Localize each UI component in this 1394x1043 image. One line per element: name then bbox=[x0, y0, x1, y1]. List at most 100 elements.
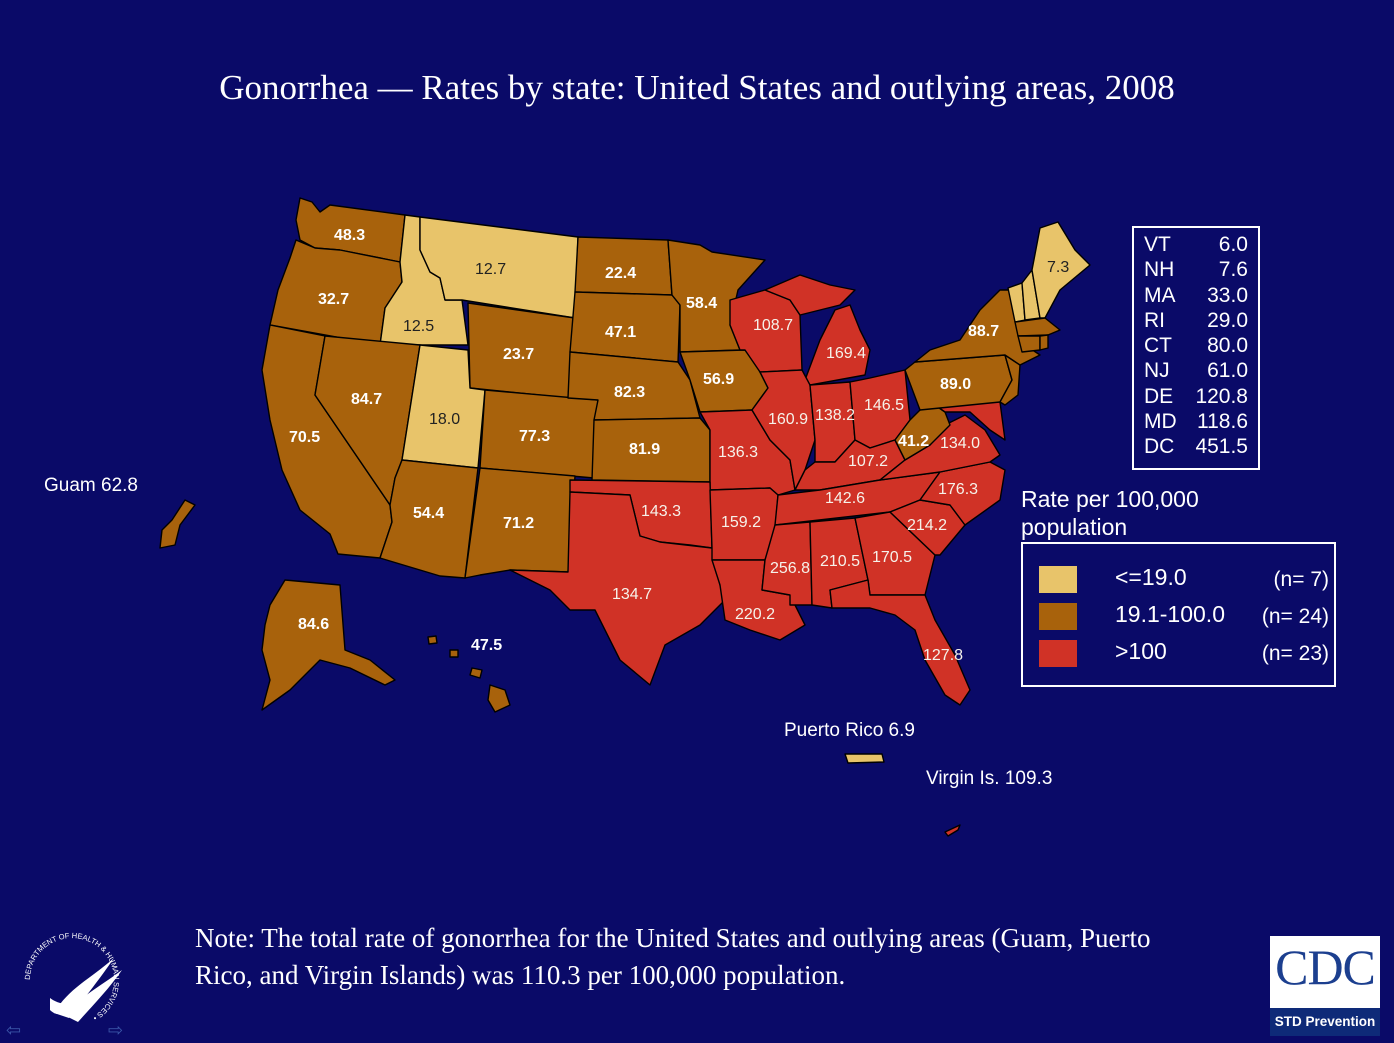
previous-slide-icon[interactable]: ⇦ bbox=[6, 1020, 22, 1040]
legend-swatch bbox=[1039, 603, 1077, 630]
label-virginia: 134.0 bbox=[940, 435, 980, 452]
legend-count: (n= 24) bbox=[1261, 605, 1329, 628]
cdc-logo: CDC STD Prevention bbox=[1270, 936, 1380, 1036]
small-state-row: VT 6.0 bbox=[1144, 232, 1248, 257]
state-rate: 451.5 bbox=[1195, 435, 1248, 459]
label-maine: 7.3 bbox=[1047, 259, 1069, 276]
label-oklahoma: 143.3 bbox=[641, 503, 681, 520]
small-state-row: CT 80.0 bbox=[1144, 333, 1248, 358]
state-connecticut bbox=[1017, 335, 1041, 353]
state-rhode-island bbox=[1039, 334, 1049, 351]
virgin-islands-label: Virgin Is. 109.3 bbox=[926, 768, 1053, 789]
state-florida bbox=[829, 579, 971, 706]
state-hawaii-oahu bbox=[449, 649, 459, 658]
puerto-rico-label: Puerto Rico 6.9 bbox=[784, 720, 915, 741]
legend-label: >100 bbox=[1115, 638, 1167, 664]
label-georgia: 170.5 bbox=[872, 549, 912, 566]
legend-count: (n= 23) bbox=[1261, 642, 1329, 665]
label-montana: 12.7 bbox=[475, 261, 506, 278]
label-ohio: 146.5 bbox=[864, 397, 904, 414]
guam-label: Guam 62.8 bbox=[44, 475, 138, 496]
legend-item: 19.1-100.0 (n= 24) bbox=[1039, 601, 1329, 631]
small-state-row: MA 33.0 bbox=[1144, 283, 1248, 308]
label-louisiana: 220.2 bbox=[735, 606, 775, 623]
label-iowa: 56.9 bbox=[703, 371, 734, 388]
legend-item: <=19.0 (n= 7) bbox=[1039, 564, 1329, 594]
state-rate: 7.6 bbox=[1218, 258, 1248, 282]
state-rate: 33.0 bbox=[1207, 283, 1248, 307]
state-abbr: NJ bbox=[1144, 359, 1170, 383]
state-michigan-upper bbox=[764, 274, 856, 316]
label-new-mexico: 71.2 bbox=[503, 515, 534, 532]
label-alaska: 84.6 bbox=[298, 616, 329, 633]
label-idaho: 12.5 bbox=[403, 318, 434, 335]
state-rate: 120.8 bbox=[1195, 384, 1248, 408]
legend-count: (n= 7) bbox=[1273, 568, 1329, 591]
state-abbr: DE bbox=[1144, 384, 1174, 408]
label-alabama: 210.5 bbox=[820, 553, 860, 570]
label-minnesota: 58.4 bbox=[686, 295, 717, 312]
hhs-logo: DEPARTMENT OF HEALTH & HUMAN SERVICES • … bbox=[14, 918, 122, 1024]
label-kentucky: 107.2 bbox=[848, 453, 888, 470]
state-hawaii-big bbox=[487, 684, 511, 713]
virgin-islands-shape bbox=[944, 824, 961, 837]
state-rate: 80.0 bbox=[1207, 334, 1248, 358]
legend-title: Rate per 100,000 population bbox=[1021, 486, 1199, 540]
label-mississippi: 256.8 bbox=[770, 560, 810, 577]
label-north-dakota: 22.4 bbox=[605, 265, 636, 282]
label-colorado: 77.3 bbox=[519, 428, 550, 445]
label-washington: 48.3 bbox=[334, 227, 365, 244]
state-alaska bbox=[261, 579, 396, 711]
label-illinois: 160.9 bbox=[768, 411, 808, 428]
label-missouri: 136.3 bbox=[718, 444, 758, 461]
label-north-carolina: 176.3 bbox=[938, 481, 978, 498]
state-hawaii-kauai bbox=[427, 635, 438, 645]
state-texas bbox=[509, 491, 726, 686]
state-massachusetts bbox=[1014, 317, 1061, 337]
label-wisconsin: 108.7 bbox=[753, 317, 793, 334]
label-hawaii: 47.5 bbox=[471, 637, 502, 654]
small-state-row: RI 29.0 bbox=[1144, 308, 1248, 333]
footnote: Note: The total rate of gonorrhea for th… bbox=[195, 923, 1151, 990]
state-rate: 6.0 bbox=[1218, 233, 1248, 256]
label-michigan: 169.4 bbox=[826, 345, 866, 362]
label-south-carolina: 214.2 bbox=[907, 517, 947, 534]
small-state-row: DC 451.5 bbox=[1144, 434, 1248, 459]
label-indiana: 138.2 bbox=[815, 407, 855, 424]
legend: <=19.0 (n= 7) 19.1-100.0 (n= 24) >100 (n… bbox=[1021, 542, 1336, 687]
small-states-table: VT 6.0 NH 7.6 MA 33.0 RI 29.0 CT 80.0 NJ 61.0 … bbox=[1132, 226, 1260, 470]
label-nebraska: 82.3 bbox=[614, 384, 645, 401]
legend-swatch bbox=[1039, 640, 1077, 667]
cdc-logo-text: CDC bbox=[1275, 939, 1376, 995]
label-tennessee: 142.6 bbox=[825, 490, 865, 507]
next-slide-icon[interactable]: ⇨ bbox=[108, 1020, 124, 1040]
state-abbr: MA bbox=[1144, 283, 1176, 307]
state-abbr: CT bbox=[1144, 334, 1172, 358]
label-pennsylvania: 89.0 bbox=[940, 376, 971, 393]
label-arkansas: 159.2 bbox=[721, 514, 761, 531]
state-abbr: VT bbox=[1144, 233, 1171, 256]
label-florida: 127.8 bbox=[923, 647, 963, 664]
label-utah: 18.0 bbox=[429, 411, 460, 428]
label-arizona: 54.4 bbox=[413, 505, 444, 522]
label-texas: 134.7 bbox=[612, 586, 652, 603]
small-state-row: DE 120.8 bbox=[1144, 384, 1248, 409]
state-south-dakota bbox=[569, 291, 681, 363]
label-kansas: 81.9 bbox=[629, 441, 660, 458]
label-california: 70.5 bbox=[289, 429, 320, 446]
small-state-row: NH 7.6 bbox=[1144, 257, 1248, 282]
map-title: Gonorrhea — Rates by state: United State… bbox=[219, 68, 1175, 107]
cdc-logo-subtitle: STD Prevention bbox=[1270, 1008, 1380, 1036]
label-south-dakota: 47.1 bbox=[605, 324, 636, 341]
state-rate: 61.0 bbox=[1207, 359, 1248, 383]
label-wyoming: 23.7 bbox=[503, 346, 534, 363]
state-arizona bbox=[379, 459, 479, 579]
puerto-rico-shape bbox=[844, 753, 885, 764]
legend-swatch bbox=[1039, 566, 1077, 593]
state-michigan bbox=[804, 304, 871, 386]
label-nevada: 84.7 bbox=[351, 391, 382, 408]
state-abbr: DC bbox=[1144, 435, 1175, 459]
state-abbr: RI bbox=[1144, 308, 1165, 332]
state-abbr: NH bbox=[1144, 258, 1175, 282]
